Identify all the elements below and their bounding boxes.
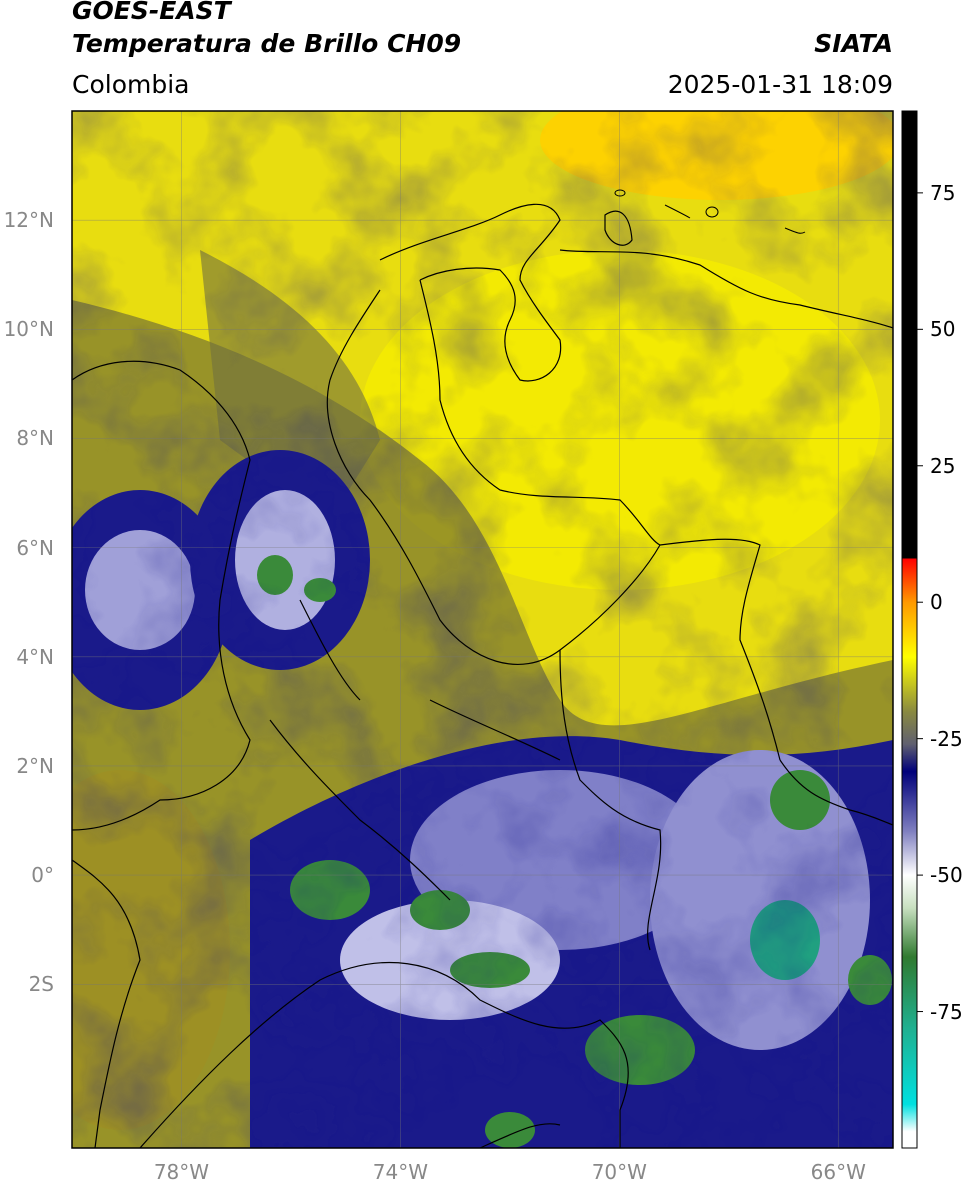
lat-tick-label: 10°N: [3, 317, 54, 342]
colorbar-tick-label: -75: [930, 999, 963, 1024]
colorbar-tick-label: 75: [930, 180, 956, 205]
lat-tick-label: 2S: [28, 972, 54, 997]
lat-tick-label: 12°N: [3, 208, 54, 233]
colorbar-tick-label: 0: [930, 590, 943, 615]
map-frame: [71, 110, 894, 1149]
colorbar-ramp: [902, 111, 917, 1148]
lat-tick-label: 0°: [31, 863, 54, 888]
colorbar: [902, 111, 923, 1148]
product-title: Temperatura de Brillo CH09: [72, 29, 462, 58]
lon-tick-label: 66°W: [810, 1160, 866, 1184]
region-label: Colombia: [72, 70, 190, 99]
agency-label: SIATA: [814, 29, 893, 58]
lat-tick-label: 8°N: [16, 426, 54, 451]
lat-tick-label: 4°N: [16, 644, 54, 669]
colorbar-tick-label: -25: [930, 726, 963, 751]
lon-tick-label: 70°W: [591, 1160, 647, 1184]
islands: [614, 189, 806, 234]
colorbar-tick-label: -50: [930, 863, 963, 888]
coastlines-borders: [72, 203, 893, 1148]
colorbar-frame: [901, 110, 918, 1149]
satellite-title: GOES-EAST: [72, 0, 231, 25]
lat-tick-label: 6°N: [16, 535, 54, 560]
gridlines: [72, 111, 893, 1148]
colorbar-tick-label: 50: [930, 317, 956, 342]
lat-tick-label: 2°N: [16, 753, 54, 778]
datetime-label: 2025-01-31 18:09: [667, 70, 893, 99]
lon-tick-label: 74°W: [372, 1160, 429, 1184]
colorbar-tick-label: 25: [930, 453, 956, 478]
satellite-field: [72, 111, 893, 1148]
lon-tick-label: 78°W: [153, 1160, 210, 1184]
